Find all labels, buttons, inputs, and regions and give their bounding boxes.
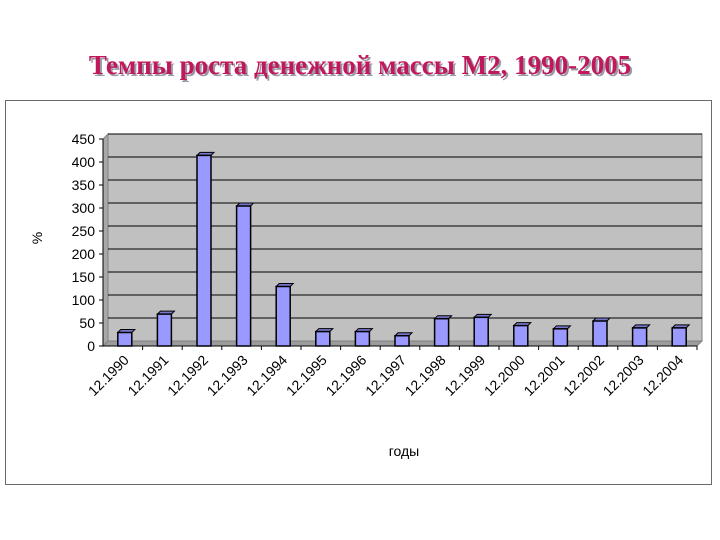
bar-body: [394, 334, 410, 347]
bar-body: [513, 324, 529, 347]
bar-body: [671, 327, 687, 347]
bar: [195, 151, 216, 347]
x-tick-label: 12.1999: [441, 352, 488, 399]
x-tick-label: 12.1993: [204, 352, 251, 399]
y-tick-label: 350: [72, 177, 96, 193]
bar-body: [354, 330, 371, 347]
x-tick-label: 12.2002: [560, 352, 607, 399]
bar-body: [315, 330, 331, 347]
bar-body: [235, 205, 252, 347]
bars: [116, 151, 691, 347]
bar: [631, 324, 651, 347]
bar-body: [473, 316, 489, 347]
y-tick-labels: 0 50 100 150 200 250 300 350 400 450: [72, 131, 96, 354]
bar: [591, 317, 612, 347]
bar: [670, 324, 691, 347]
bar: [512, 322, 533, 347]
y-tick-label: 0: [87, 338, 95, 354]
x-tick-label: 12.2004: [639, 352, 686, 399]
y-axis-title: %: [29, 232, 45, 244]
bar: [472, 313, 493, 347]
bar-body: [631, 327, 648, 347]
y-tick-label: 450: [72, 131, 96, 147]
y-tick-label: 250: [72, 223, 96, 239]
x-tick-label: 12.1996: [322, 352, 369, 399]
x-tick-label: 12.1992: [164, 352, 211, 399]
x-tick-label: 12.2001: [520, 352, 567, 399]
x-tick-label: 12.1990: [85, 352, 132, 399]
y-tick-label: 100: [72, 292, 96, 308]
bar: [354, 328, 374, 347]
x-tick-label: 12.1997: [362, 352, 409, 399]
slide-title: Темпы роста денежной массы М2, 1990-2005: [88, 50, 632, 80]
bar: [552, 325, 572, 347]
y-tick-label: 300: [72, 200, 96, 216]
plot-side-wall: [102, 132, 109, 348]
y-tick-label: 50: [79, 315, 95, 331]
bar: [156, 310, 176, 347]
axes: [102, 139, 697, 347]
y-tick-label: 200: [72, 246, 96, 262]
x-tick-label: 12.1995: [283, 352, 330, 399]
bar-body: [592, 320, 608, 347]
plot-area: [101, 132, 704, 348]
bar-body: [433, 317, 450, 347]
bar: [433, 315, 453, 347]
bar-body: [117, 331, 133, 347]
y-tick-label: 150: [72, 269, 96, 285]
bar-body: [552, 328, 569, 347]
bar: [116, 329, 137, 347]
bar-body: [156, 313, 173, 347]
bar: [314, 328, 335, 347]
x-tick-label: 12.1991: [124, 352, 171, 399]
bar-body: [275, 285, 291, 347]
x-tick-label: 12.2003: [600, 352, 647, 399]
x-tick-label: 12.1998: [402, 352, 449, 399]
x-tick-label: 12.2000: [481, 352, 528, 399]
bar: [235, 202, 255, 347]
bar: [274, 283, 295, 347]
bar: [393, 332, 414, 347]
bar-body: [196, 154, 212, 347]
x-tick-labels: 12.199012.199112.199212.199312.199412.19…: [85, 346, 698, 399]
x-axis-title: годы: [389, 443, 420, 459]
x-tick-label: 12.1994: [243, 352, 290, 399]
y-tick-label: 400: [72, 154, 96, 170]
